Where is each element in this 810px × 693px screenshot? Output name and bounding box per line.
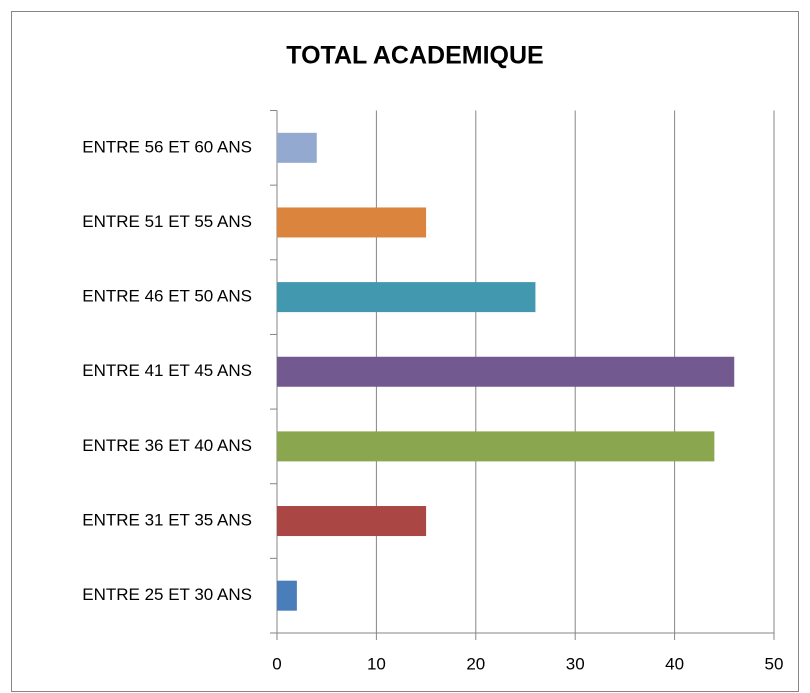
bar [277, 132, 317, 163]
chart-title: TOTAL ACADEMIQUE [286, 42, 543, 70]
x-tick-label: 20 [466, 654, 485, 673]
y-tick-label: ENTRE 46 ET 50 ANS [82, 287, 252, 306]
x-tick-label: 50 [765, 654, 784, 673]
bar [277, 207, 427, 238]
y-tick-label: ENTRE 41 ET 45 ANS [82, 361, 252, 380]
y-tick-label: ENTRE 51 ET 55 ANS [82, 212, 252, 231]
bar [277, 431, 715, 462]
x-tick-label: 10 [367, 654, 386, 673]
x-tick-label: 0 [272, 654, 281, 673]
y-tick-label: ENTRE 36 ET 40 ANS [82, 436, 252, 455]
x-tick-label: 30 [566, 654, 585, 673]
y-tick-label: ENTRE 31 ET 35 ANS [82, 511, 252, 530]
y-tick-label: ENTRE 25 ET 30 ANS [82, 585, 252, 604]
x-tick-label: 40 [665, 654, 684, 673]
bar [277, 580, 297, 611]
y-tick-label: ENTRE 56 ET 60 ANS [82, 137, 252, 156]
bar [277, 356, 735, 387]
bar [277, 506, 427, 537]
bar [277, 282, 536, 313]
chart-border [11, 11, 799, 692]
